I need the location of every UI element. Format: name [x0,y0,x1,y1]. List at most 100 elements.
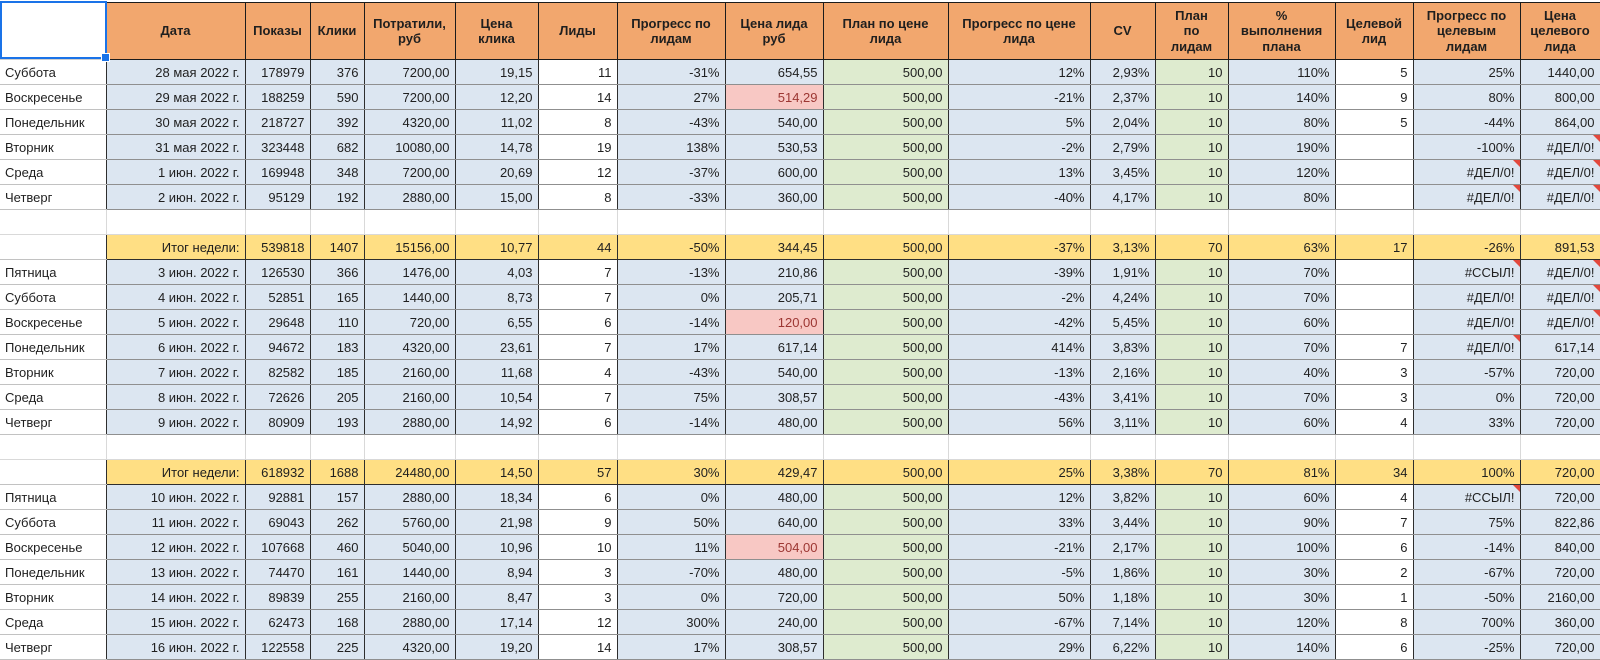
cell-target-lead-price[interactable]: 2160,00 [1520,584,1600,610]
cell-target-lead[interactable] [1335,309,1414,335]
cell-lead-price-plan[interactable]: 500,00 [823,509,949,535]
cell-leads[interactable]: 44 [538,234,618,260]
cell-target-lead-price[interactable]: 720,00 [1520,384,1600,410]
cell-plan-completion[interactable]: 30% [1228,584,1336,610]
cell-target-lead[interactable]: 8 [1335,609,1414,635]
cell-date[interactable]: 12 июн. 2022 г. [106,534,246,560]
cell-impressions[interactable]: 69043 [245,509,311,535]
cell-cv[interactable]: 1,18% [1090,584,1156,610]
cell-cpc[interactable]: 15,00 [455,184,539,210]
cell-leads-progress[interactable]: -50% [617,234,726,260]
cell-cv[interactable]: 7,14% [1090,609,1156,635]
cell-spent[interactable]: 4320,00 [364,334,456,360]
cell-target-lead[interactable]: 6 [1335,634,1414,660]
cell-spent[interactable]: 2880,00 [364,609,456,635]
cell-cpc[interactable]: 18,34 [455,484,539,510]
cell-leads-plan[interactable]: 10 [1155,534,1229,560]
cell-target-leads-progress[interactable]: -14% [1413,534,1521,560]
cell-spent[interactable]: 4320,00 [364,634,456,660]
cell-spent[interactable]: 720,00 [364,309,456,335]
cell-leads[interactable]: 3 [538,559,618,585]
cell-day[interactable]: Вторник [0,359,107,385]
cell-empty[interactable] [1090,209,1156,235]
cell-impressions[interactable]: 178979 [245,59,311,85]
cell-empty[interactable] [1155,209,1229,235]
cell-lead-price-progress[interactable]: -5% [948,559,1091,585]
cell-date[interactable]: 7 июн. 2022 г. [106,359,246,385]
column-header-clicks[interactable]: Клики [309,2,365,60]
cell-target-leads-progress[interactable]: 80% [1413,84,1521,110]
cell-lead-price-plan[interactable]: 500,00 [823,359,949,385]
cell-leads-plan[interactable]: 10 [1155,409,1229,435]
cell-target-lead-price[interactable]: 1440,00 [1520,59,1600,85]
cell-lead-price[interactable]: 308,57 [725,634,824,660]
cell-target-lead-price[interactable]: 617,14 [1520,334,1600,360]
cell-day[interactable]: Среда [0,384,107,410]
cell-target-lead[interactable]: 3 [1335,384,1414,410]
cell-lead-price[interactable]: 308,57 [725,384,824,410]
cell-day[interactable]: Суббота [0,59,107,85]
cell-plan-completion[interactable]: 80% [1228,184,1336,210]
cell-leads-progress[interactable]: 27% [617,84,726,110]
cell-plan-completion[interactable]: 60% [1228,309,1336,335]
cell-cpc[interactable]: 23,61 [455,334,539,360]
cell-clicks[interactable]: 225 [310,634,365,660]
cell-cv[interactable]: 2,79% [1090,134,1156,160]
cell-clicks[interactable]: 192 [310,184,365,210]
cell-target-lead-price[interactable]: #ДЕЛ/0! [1520,134,1600,160]
cell-leads-progress[interactable]: 17% [617,334,726,360]
cell-lead-price-plan[interactable]: 500,00 [823,284,949,310]
cell-cpc[interactable]: 14,50 [455,459,539,485]
cell-target-lead-price[interactable]: 720,00 [1520,409,1600,435]
cell-lead-price-plan[interactable]: 500,00 [823,384,949,410]
selection-fill-handle[interactable] [101,53,110,62]
cell-target-leads-progress[interactable]: -57% [1413,359,1521,385]
cell-lead-price[interactable]: 540,00 [725,109,824,135]
cell-lead-price-progress[interactable]: 414% [948,334,1091,360]
cell-lead-price-plan[interactable]: 500,00 [823,559,949,585]
cell-cv[interactable]: 4,24% [1090,284,1156,310]
cell-lead-price-progress[interactable]: -21% [948,534,1091,560]
cell-spent[interactable]: 2160,00 [364,384,456,410]
cell-leads-plan[interactable]: 10 [1155,634,1229,660]
column-header-date[interactable]: Дата [105,2,246,60]
cell-clicks[interactable]: 262 [310,509,365,535]
cell-target-lead[interactable]: 7 [1335,334,1414,360]
cell-day[interactable] [0,459,107,485]
cell-plan-completion[interactable]: 190% [1228,134,1336,160]
cell-leads-plan[interactable]: 10 [1155,334,1229,360]
cell-lead-price-plan[interactable]: 500,00 [823,609,949,635]
cell-leads-plan[interactable]: 10 [1155,259,1229,285]
cell-lead-price-plan[interactable]: 500,00 [823,334,949,360]
cell-date[interactable]: Итог недели: [106,234,246,260]
cell-impressions[interactable]: 29648 [245,309,311,335]
cell-plan-completion[interactable]: 120% [1228,609,1336,635]
cell-leads-progress[interactable]: -14% [617,409,726,435]
column-header-plan-completion[interactable]: % выполнения плана [1227,2,1336,60]
cell-clicks[interactable]: 348 [310,159,365,185]
cell-lead-price-plan[interactable]: 500,00 [823,59,949,85]
cell-day[interactable]: Воскресенье [0,534,107,560]
cell-target-leads-progress[interactable]: 0% [1413,384,1521,410]
cell-target-lead[interactable] [1335,159,1414,185]
cell-cv[interactable]: 3,82% [1090,484,1156,510]
cell-lead-price-plan[interactable]: 500,00 [823,634,949,660]
cell-lead-price-progress[interactable]: 56% [948,409,1091,435]
cell-target-leads-progress[interactable]: 25% [1413,59,1521,85]
cell-cpc[interactable]: 8,94 [455,559,539,585]
cell-target-lead[interactable]: 9 [1335,84,1414,110]
cell-empty[interactable] [1520,434,1600,460]
cell-date[interactable]: 15 июн. 2022 г. [106,609,246,635]
cell-lead-price-plan[interactable]: 500,00 [823,309,949,335]
cell-clicks[interactable]: 165 [310,284,365,310]
cell-target-lead-price[interactable]: #ДЕЛ/0! [1520,259,1600,285]
cell-lead-price[interactable]: 600,00 [725,159,824,185]
cell-clicks[interactable]: 376 [310,59,365,85]
cell-leads-plan[interactable]: 70 [1155,234,1229,260]
cell-empty[interactable] [0,434,107,460]
cell-leads[interactable]: 7 [538,259,618,285]
cell-leads-progress[interactable]: 300% [617,609,726,635]
cell-lead-price-progress[interactable]: 33% [948,509,1091,535]
cell-leads-progress[interactable]: -31% [617,59,726,85]
cell-day[interactable]: Среда [0,159,107,185]
